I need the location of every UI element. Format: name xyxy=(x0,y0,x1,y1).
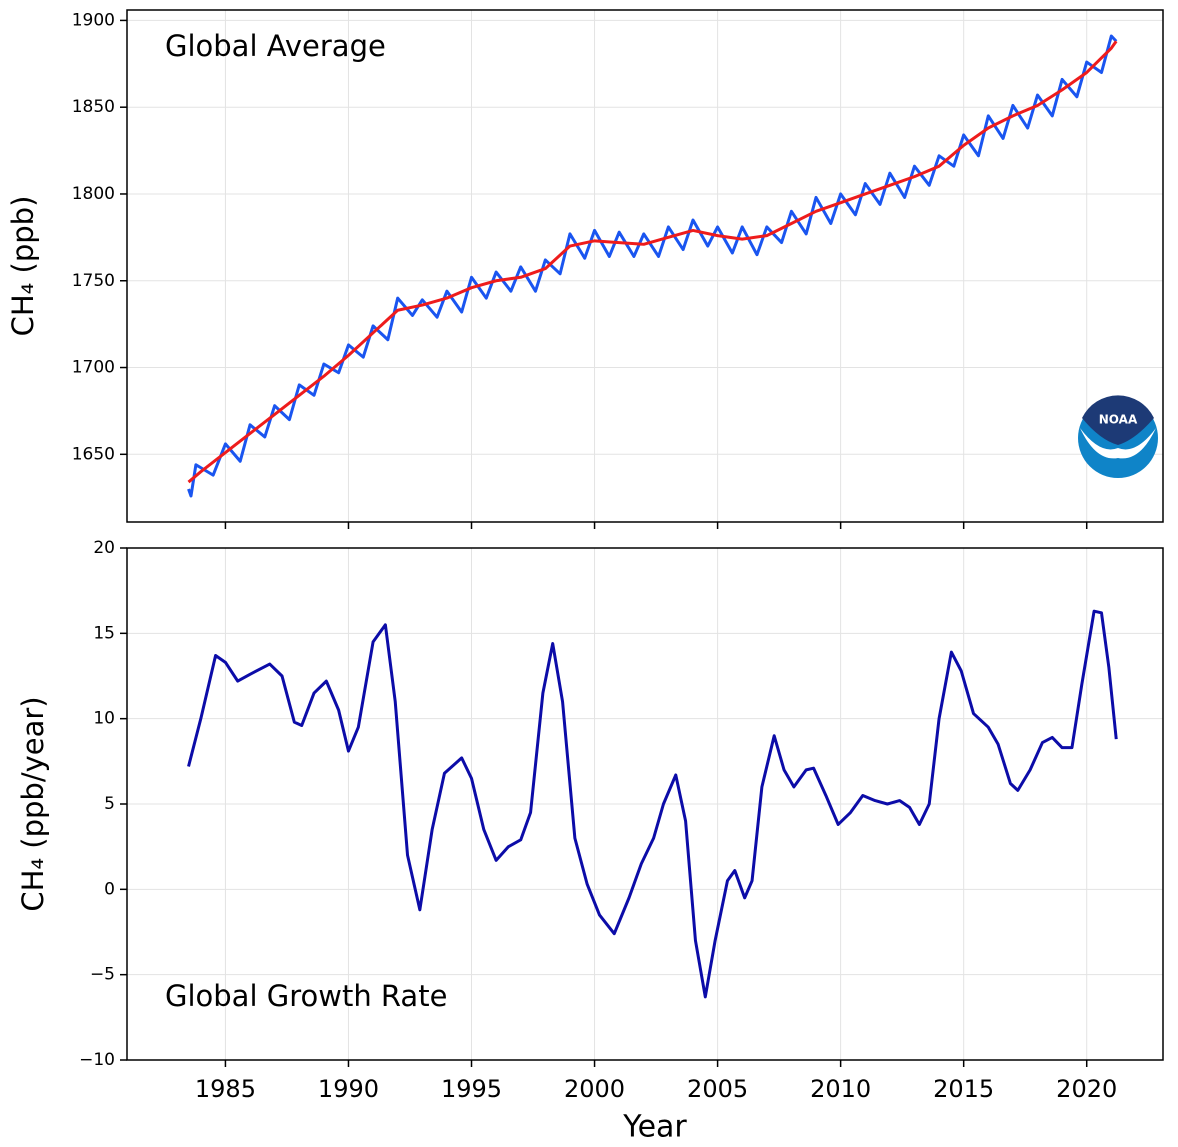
y-tick-label: 1750 xyxy=(72,271,115,291)
x-tick-label: 1995 xyxy=(441,1075,502,1103)
plot-frame xyxy=(126,9,1164,523)
panel-annotation: Global Growth Rate xyxy=(165,979,447,1013)
logo-text: NOAA xyxy=(1099,413,1138,427)
y-tick-label: 1800 xyxy=(72,184,115,204)
x-tick-label: 2005 xyxy=(687,1075,748,1103)
y-axis-label: CH₄ (ppb/year) xyxy=(16,696,50,911)
x-tick-label: 2010 xyxy=(810,1075,871,1103)
x-tick-label: 2000 xyxy=(564,1075,625,1103)
logo-top xyxy=(1082,395,1154,445)
noaa-logo: NOAA xyxy=(1078,395,1158,478)
y-tick-label: 5 xyxy=(104,794,115,814)
y-tick-label: 1650 xyxy=(72,444,115,464)
y-tick-label: 1850 xyxy=(72,97,115,117)
x-tick-label: 2020 xyxy=(1056,1075,1117,1103)
series-line xyxy=(187,609,1118,999)
y-tick-label: 1700 xyxy=(72,358,115,378)
y-axis-label: CH₄ (ppb) xyxy=(6,196,40,337)
x-tick-label: 1990 xyxy=(318,1075,379,1103)
series-line xyxy=(187,40,1118,484)
x-tick-label: 2015 xyxy=(933,1075,994,1103)
y-tick-label: 10 xyxy=(93,709,115,729)
y-tick-label: 0 xyxy=(104,879,115,899)
y-tick-label: 1900 xyxy=(72,10,115,30)
y-tick-label: −5 xyxy=(90,965,115,985)
panel-annotation: Global Average xyxy=(165,29,386,63)
x-tick-label: 1985 xyxy=(195,1075,256,1103)
logo-wave xyxy=(1080,428,1156,459)
series-line xyxy=(187,34,1118,498)
plot-frame xyxy=(126,547,1164,1061)
plots: 1650 1700 1750 1800 1850 1900 Global Average CH… xyxy=(6,9,1164,1145)
y-tick-label: 20 xyxy=(93,538,115,558)
y-tick-label: −10 xyxy=(79,1050,115,1070)
x-axis-label: Year xyxy=(622,1110,687,1145)
y-tick-label: 15 xyxy=(93,623,115,643)
